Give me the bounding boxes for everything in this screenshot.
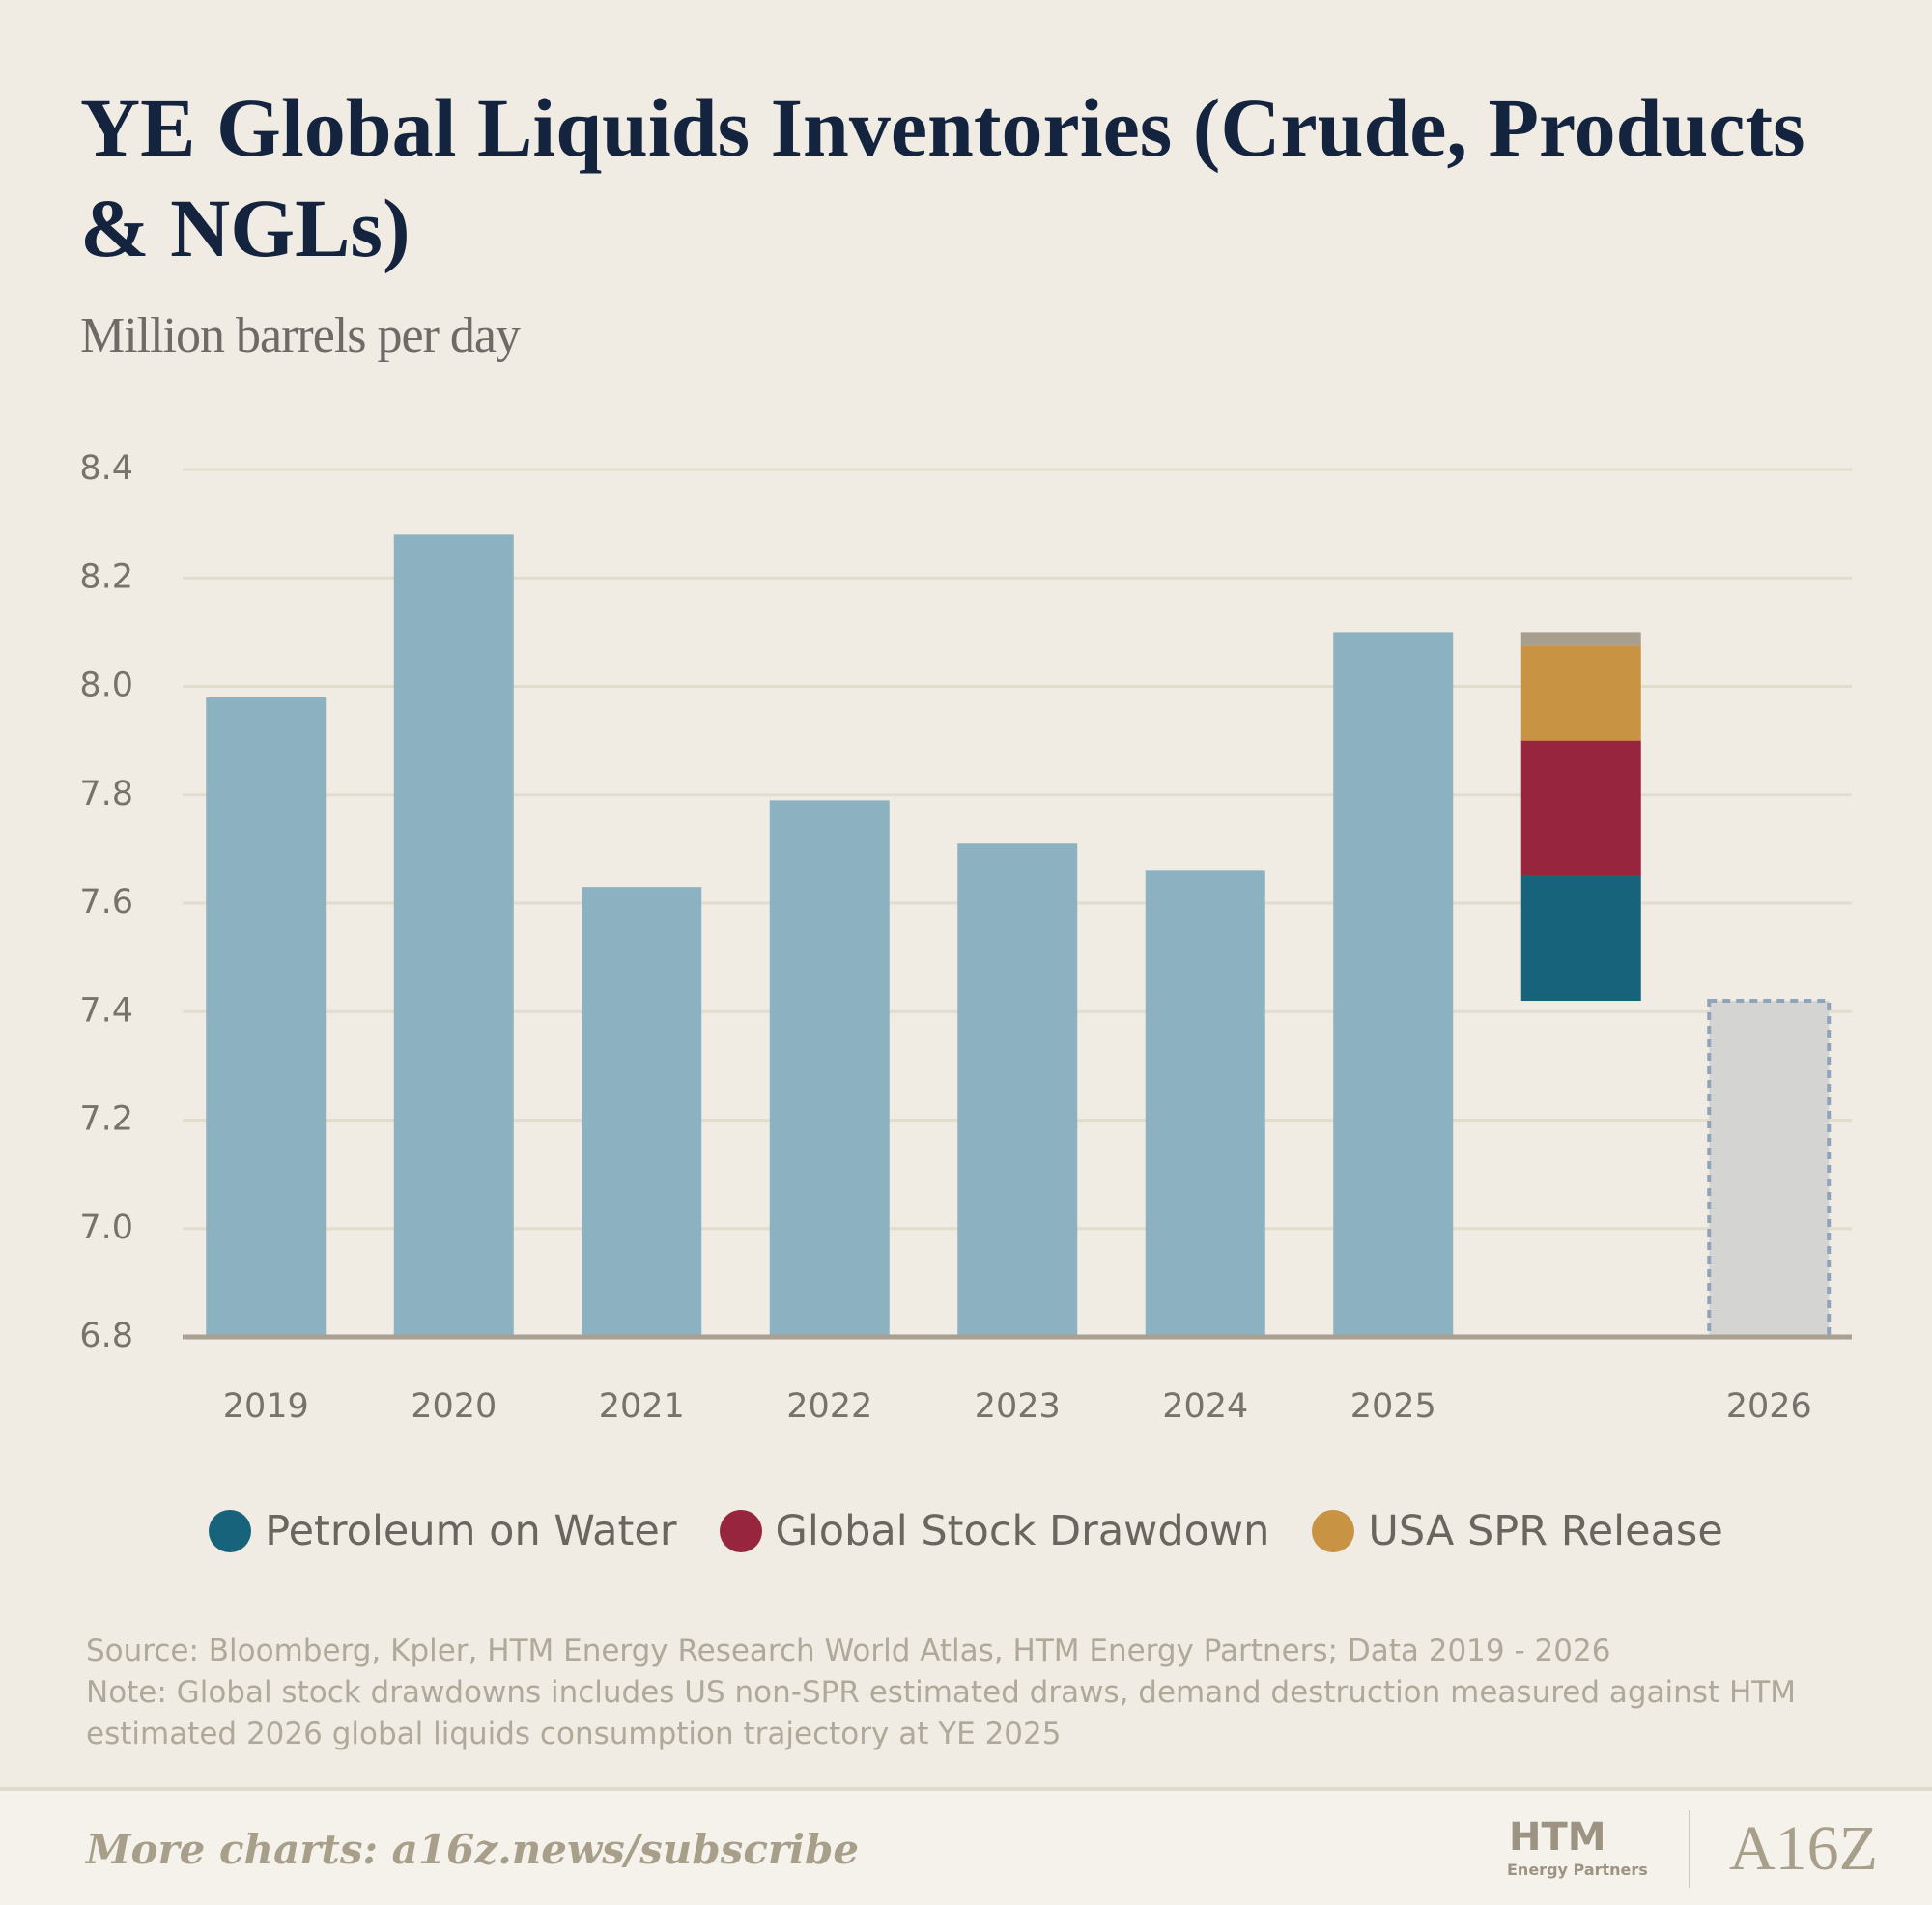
x-tick-label: 2023: [975, 1387, 1061, 1426]
y-tick-label: 6.8: [79, 1317, 133, 1355]
bar: [206, 697, 327, 1337]
stack-segment: [1520, 632, 1641, 646]
bar: [393, 534, 514, 1337]
separator: [1689, 1810, 1690, 1888]
x-tick-label: 2019: [223, 1387, 309, 1426]
logo: HTM: [1509, 1815, 1606, 1860]
legend-item: USA SPR Release: [1312, 1507, 1723, 1555]
x-tick-label: 2026: [1726, 1387, 1812, 1426]
y-tick-label: 7.2: [79, 1100, 133, 1139]
x-tick-label: 2022: [786, 1387, 872, 1426]
y-tick-label: 7.6: [79, 883, 133, 922]
stack-segment: [1520, 645, 1641, 741]
x-tick-label: 2020: [411, 1387, 497, 1426]
chart-subtitle: Million barrels per day: [80, 308, 521, 363]
y-tick-label: 8.4: [79, 449, 133, 488]
bar: [1707, 999, 1832, 1340]
source: Source: Bloomberg, Kpler, HTM Energy Res…: [86, 1634, 1611, 1668]
legend-swatch: [209, 1510, 252, 1552]
logo: A16Z: [1729, 1813, 1878, 1884]
legend-label: Global Stock Drawdown: [775, 1507, 1270, 1555]
cta: More charts: a16z.news/subscribe: [86, 1826, 860, 1873]
y-tick-label: 8.2: [79, 557, 133, 596]
legend-swatch: [1312, 1510, 1355, 1552]
legend-item: Global Stock Drawdown: [719, 1507, 1270, 1555]
legend: Petroleum on Water Global Stock Drawdown U…: [0, 1507, 1932, 1555]
y-tick-label: 7.0: [79, 1208, 133, 1247]
chart-title: YE Global Liquids Inventories (Crude, Pr…: [80, 81, 1805, 274]
legend-label: Petroleum on Water: [265, 1507, 677, 1555]
y-tick-label: 8.0: [79, 667, 133, 705]
stack-segment: [1520, 740, 1641, 876]
y-tick-label: 7.4: [79, 991, 133, 1030]
note: Note: Global stock drawdowns includes US…: [86, 1675, 1796, 1751]
x-tick-label: 2024: [1162, 1387, 1248, 1426]
logo-sub: Energy Partners: [1507, 1861, 1648, 1879]
x-tick-label: 2021: [599, 1387, 685, 1426]
footer: More charts: a16z.news/subscribe HTM Ene…: [0, 1787, 1932, 1905]
bar: [769, 800, 890, 1337]
legend-label: USA SPR Release: [1368, 1507, 1723, 1555]
x-tick-label: 2025: [1350, 1387, 1436, 1426]
bar: [582, 887, 702, 1337]
bar: [957, 843, 1078, 1337]
y-tick-label: 7.8: [79, 775, 133, 813]
legend-swatch: [719, 1510, 762, 1552]
stack-segment: [1520, 875, 1641, 1002]
bar: [1145, 870, 1265, 1337]
legend-item: Petroleum on Water: [209, 1507, 677, 1555]
bar: [1333, 632, 1454, 1337]
notes: Source: Bloomberg, Kpler, HTM Energy Res…: [86, 1631, 1883, 1755]
